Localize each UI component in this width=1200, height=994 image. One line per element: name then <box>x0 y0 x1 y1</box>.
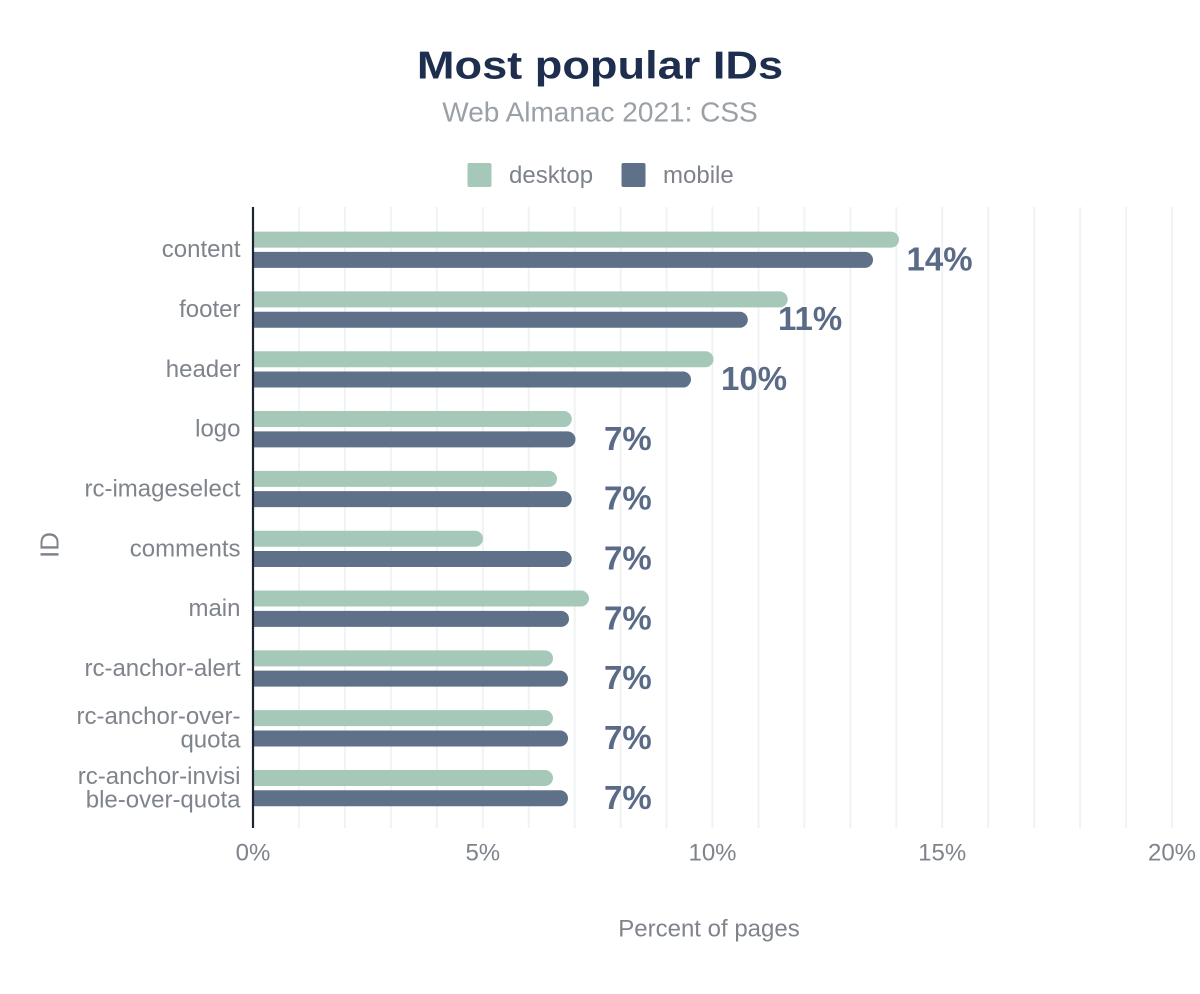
svg-text:rc-anchor-over-: rc-anchor-over- <box>76 703 240 730</box>
svg-text:rc-anchor-alert: rc-anchor-alert <box>84 655 240 682</box>
svg-text:14%: 14% <box>907 240 973 277</box>
svg-text:7%: 7% <box>604 540 652 577</box>
svg-text:ID: ID <box>34 532 64 558</box>
svg-text:10%: 10% <box>688 840 736 867</box>
svg-text:7%: 7% <box>604 599 652 636</box>
svg-text:7%: 7% <box>604 659 652 696</box>
svg-text:7%: 7% <box>604 779 652 816</box>
svg-text:7%: 7% <box>604 719 652 756</box>
svg-text:Percent of pages: Percent of pages <box>618 916 799 943</box>
svg-text:15%: 15% <box>918 840 966 867</box>
svg-text:rc-anchor-invisi: rc-anchor-invisi <box>78 763 241 790</box>
svg-text:footer: footer <box>179 296 240 323</box>
svg-text:main: main <box>188 595 240 622</box>
svg-text:20%: 20% <box>1148 840 1196 867</box>
svg-text:mobile: mobile <box>663 162 734 189</box>
svg-text:7%: 7% <box>604 420 652 457</box>
svg-text:quota: quota <box>180 727 241 754</box>
svg-text:Web Almanac 2021: CSS: Web Almanac 2021: CSS <box>442 97 757 128</box>
svg-text:comments: comments <box>130 535 241 562</box>
svg-text:desktop: desktop <box>509 162 593 189</box>
svg-text:7%: 7% <box>604 480 652 517</box>
svg-text:ble-over-quota: ble-over-quota <box>86 786 241 813</box>
svg-text:10%: 10% <box>721 360 787 397</box>
svg-text:header: header <box>166 356 241 383</box>
svg-text:0%: 0% <box>236 840 271 867</box>
svg-text:5%: 5% <box>465 840 500 867</box>
svg-text:Most popular IDs: Most popular IDs <box>417 43 783 86</box>
svg-text:logo: logo <box>195 416 240 443</box>
svg-text:11%: 11% <box>778 300 842 337</box>
svg-text:content: content <box>162 236 241 263</box>
svg-text:rc-imageselect: rc-imageselect <box>84 476 240 503</box>
